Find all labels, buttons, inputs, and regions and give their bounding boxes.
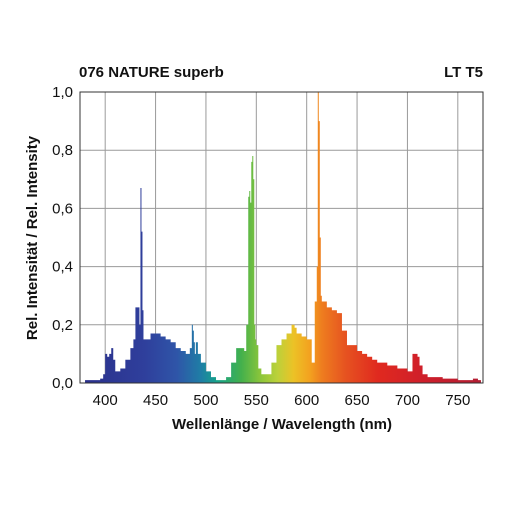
spectrum-area	[85, 92, 481, 383]
x-tick-label-0: 400	[93, 392, 118, 409]
y-tick-label-0: 0,0	[52, 375, 73, 392]
chart-subtitle: LT T5	[444, 64, 483, 81]
x-axis-label: Wellenlänge / Wavelength (nm)	[172, 416, 392, 433]
x-tick-label-4: 600	[294, 392, 319, 409]
x-tick-label-1: 450	[143, 392, 168, 409]
y-tick-label-4: 0,8	[52, 142, 73, 159]
y-tick-label-3: 0,6	[52, 200, 73, 217]
plot-frame	[79, 91, 484, 384]
x-tick-label-6: 700	[395, 392, 420, 409]
chart-title: 076 NATURE superb	[79, 64, 224, 81]
x-tick-label-5: 650	[345, 392, 370, 409]
x-tick-label-3: 550	[244, 392, 269, 409]
x-axis-ticks: 400 450 500 550 600 650 700 750	[93, 392, 471, 409]
y-axis-ticks: 0,0 0,2 0,4 0,6 0,8 1,0	[52, 84, 73, 392]
y-tick-label-2: 0,4	[52, 259, 73, 276]
y-tick-label-1: 0,2	[52, 317, 73, 334]
x-tick-label-2: 500	[193, 392, 218, 409]
y-axis-label: Rel. Intensität / Rel. Intensity	[24, 135, 41, 340]
x-tick-label-7: 750	[445, 392, 470, 409]
y-tick-label-5: 1,0	[52, 84, 73, 101]
